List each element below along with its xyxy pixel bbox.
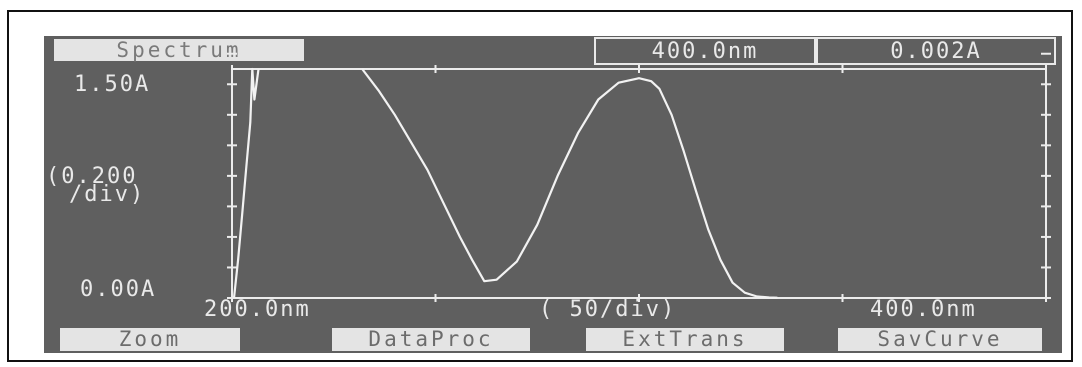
savcurve-softkey[interactable]: SavCurve <box>838 328 1042 351</box>
spectrum-plot <box>227 52 1051 302</box>
mode-label: Spectrum <box>54 39 304 61</box>
y-axis-scale-label-2: /div) <box>69 182 146 207</box>
zoom-softkey[interactable]: Zoom <box>60 328 240 351</box>
exttrans-softkey[interactable]: ExtTrans <box>586 328 784 351</box>
absorbance-readout: 0.002A <box>816 37 1056 65</box>
y-axis-min-label: 0.00A <box>80 277 157 302</box>
spectrum-curve-2 <box>361 68 778 299</box>
x-axis-min-label: 200.0nm <box>204 297 311 322</box>
spectrophotometer-screen: Spectrum 400.0nm 0.002A 1.50A (0.200 /di… <box>44 36 1062 353</box>
y-axis-max-label: 1.50A <box>74 72 151 97</box>
y-axis-scale-label-1: (0.200 <box>46 164 138 189</box>
spectrum-curve-1 <box>232 67 260 299</box>
x-axis-scale-label: ( 50/div) <box>539 297 677 322</box>
x-axis-max-label: 400.0nm <box>870 297 977 322</box>
wavelength-readout: 400.0nm <box>594 37 816 65</box>
dataproc-softkey[interactable]: DataProc <box>332 328 530 351</box>
plot-frame <box>231 68 1047 299</box>
